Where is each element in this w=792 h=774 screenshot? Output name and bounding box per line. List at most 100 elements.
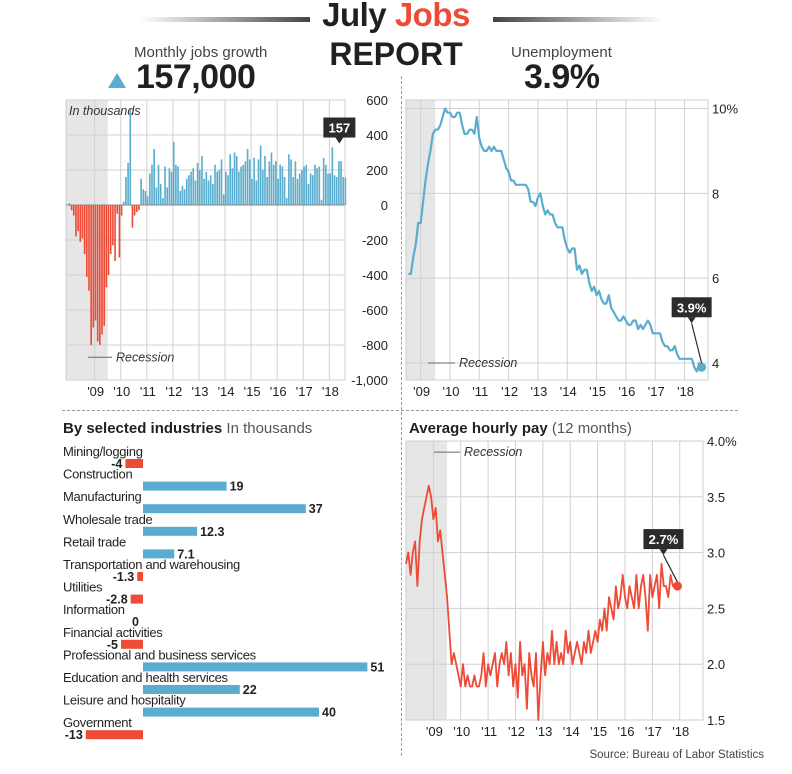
jobs-bar bbox=[253, 157, 255, 205]
jobs-end-label-pointer bbox=[335, 137, 344, 144]
jobs-bar bbox=[151, 164, 153, 205]
jobs-bar bbox=[144, 191, 147, 205]
jobs-bar bbox=[125, 177, 127, 205]
jobs-bar bbox=[259, 145, 262, 205]
jobs-bar bbox=[109, 205, 112, 254]
jobs-bar bbox=[229, 154, 232, 205]
jobs-y-tick-label: 200 bbox=[366, 163, 388, 178]
hourly-pay-subtitle: (12 months) bbox=[551, 420, 632, 437]
jobs-y-tick-label: 600 bbox=[366, 93, 388, 108]
jobs-bar bbox=[266, 177, 268, 205]
jobs-bar bbox=[290, 159, 292, 205]
jobs-bar bbox=[72, 205, 75, 216]
jobs-bar bbox=[90, 205, 92, 345]
jobs-bar bbox=[122, 201, 125, 205]
jobs-bar bbox=[272, 164, 275, 205]
jobs-bar bbox=[331, 147, 334, 205]
jobs-bar bbox=[298, 173, 301, 205]
jobs-y-tick-label: -800 bbox=[362, 338, 388, 353]
jobs-bar bbox=[85, 205, 88, 277]
jobs-end-label: 157 bbox=[329, 121, 351, 136]
jobs-bar bbox=[329, 173, 331, 205]
unemployment-label: Unemployment bbox=[511, 44, 612, 61]
jobs-bar bbox=[188, 175, 190, 205]
jobs-x-tick-label: '12 bbox=[165, 384, 182, 399]
jobs-bar bbox=[257, 159, 260, 205]
jobs-bar bbox=[244, 161, 247, 205]
jobs-bar bbox=[255, 180, 258, 205]
jobs-bar bbox=[209, 175, 212, 205]
jobs-bar bbox=[212, 184, 214, 205]
jobs-bar bbox=[264, 156, 266, 205]
jobs-x-tick-label: '09 bbox=[87, 384, 104, 399]
jobs-bar bbox=[335, 177, 338, 205]
page-subtitle: REPORT bbox=[329, 36, 463, 72]
jobs-bar bbox=[227, 175, 229, 205]
jobs-bar bbox=[285, 198, 288, 205]
jobs-bar bbox=[157, 164, 160, 205]
jobs-bar bbox=[338, 161, 340, 205]
jobs-bar bbox=[127, 163, 129, 205]
jobs-bar bbox=[96, 205, 99, 342]
up-triangle-icon bbox=[108, 73, 126, 88]
jobs-bar bbox=[283, 177, 286, 205]
jobs-y-tick-label: 0 bbox=[381, 198, 388, 213]
jobs-bar bbox=[153, 149, 155, 205]
jobs-bar bbox=[99, 205, 101, 345]
jobs-bar bbox=[177, 166, 179, 205]
jobs-bar bbox=[314, 164, 316, 205]
jobs-bar bbox=[68, 203, 71, 205]
jobs-bar bbox=[77, 205, 79, 232]
jobs-bar bbox=[240, 166, 242, 205]
jobs-bar bbox=[172, 142, 175, 205]
jobs-bar bbox=[281, 166, 284, 205]
jobs-bar bbox=[220, 159, 223, 205]
panel-divider-vertical bbox=[401, 76, 402, 756]
jobs-units-label: In thousands bbox=[69, 104, 141, 118]
jobs-bar bbox=[159, 184, 162, 205]
jobs-x-tick-label: '15 bbox=[244, 384, 261, 399]
jobs-bar bbox=[138, 205, 140, 211]
jobs-bar bbox=[181, 185, 184, 205]
jobs-bar bbox=[233, 152, 236, 205]
jobs-bar bbox=[288, 154, 290, 205]
jobs-bar bbox=[322, 157, 325, 205]
jobs-bar bbox=[118, 205, 121, 258]
title-word-july: July bbox=[322, 0, 395, 33]
jobs-bar bbox=[261, 170, 264, 205]
jobs-bar bbox=[235, 156, 238, 205]
jobs-x-tick-label: '14 bbox=[218, 384, 235, 399]
jobs-bar bbox=[155, 187, 158, 205]
jobs-bar bbox=[81, 205, 84, 239]
jobs-recession-label: Recession bbox=[116, 350, 174, 364]
jobs-bar bbox=[88, 205, 90, 291]
jobs-bar bbox=[185, 178, 188, 205]
jobs-bar bbox=[307, 184, 310, 205]
jobs-bar bbox=[166, 187, 169, 205]
title-word-jobs: Jobs bbox=[394, 0, 471, 33]
jobs-bar bbox=[183, 189, 186, 205]
jobs-bar bbox=[142, 189, 145, 205]
hourly-pay-title: Average hourly pay (12 months) bbox=[409, 420, 632, 437]
jobs-plot-border bbox=[65, 99, 346, 381]
jobs-bar bbox=[292, 177, 295, 205]
jobs-bar bbox=[129, 108, 132, 205]
jobs-x-tick-label: '11 bbox=[140, 384, 156, 399]
title-rule-left bbox=[140, 17, 310, 22]
jobs-bar bbox=[83, 205, 86, 254]
jobs-bar bbox=[238, 171, 240, 205]
title-rule-right bbox=[493, 17, 663, 22]
page-title: July Jobs bbox=[0, 0, 792, 34]
jobs-growth-value: 157,000 bbox=[136, 58, 256, 96]
jobs-growth-label: Monthly jobs growth bbox=[134, 44, 268, 61]
jobs-bar bbox=[205, 171, 208, 205]
hourly-pay-title-text: Average hourly pay bbox=[409, 420, 548, 437]
jobs-bar bbox=[268, 161, 271, 205]
jobs-bar bbox=[294, 161, 297, 205]
jobs-bar bbox=[222, 194, 225, 205]
jobs-bar bbox=[194, 180, 197, 205]
jobs-bar bbox=[203, 178, 205, 205]
jobs-bar bbox=[318, 166, 321, 205]
jobs-bar bbox=[168, 168, 171, 205]
jobs-bar bbox=[101, 205, 103, 335]
